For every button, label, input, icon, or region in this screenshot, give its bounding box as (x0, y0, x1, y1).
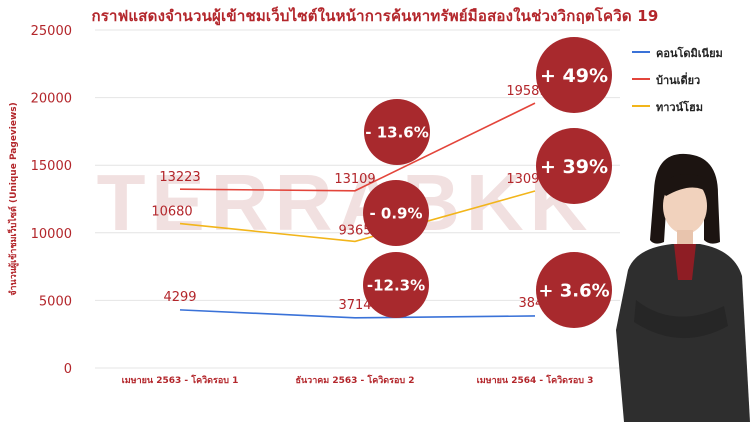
legend-label-condo: คอนโดมิเนียม (656, 47, 723, 60)
presenter-arms (634, 300, 728, 339)
change-badge-label: -12.3% (367, 276, 425, 294)
data-label: 9365 (338, 223, 371, 238)
chart-title: กราฟแสดงจำนวนผู้เข้าชมเว็บไซต์ในหน้าการค… (91, 7, 659, 25)
change-badge-label: + 3.6% (538, 280, 609, 301)
data-label: 19589 (506, 84, 547, 99)
y-tick-label: 0 (64, 362, 72, 377)
x-tick-label: เมษายน 2563 - โควิดรอบ 1 (122, 374, 239, 386)
y-tick-label: 20000 (31, 92, 72, 107)
change-badge-label: + 49% (540, 65, 608, 87)
presenter-fringe (660, 174, 711, 196)
presenter-neck (677, 230, 693, 248)
change-badge-label: - 0.9% (369, 204, 422, 222)
legend-label-house: บ้านเดี่ยว (656, 74, 701, 87)
legend-swatch-house (632, 78, 650, 80)
change-badge (536, 252, 612, 328)
change-badge (364, 99, 430, 165)
y-tick-label: 5000 (39, 294, 72, 309)
presenter-blouse (674, 244, 696, 280)
change-badge-label: + 39% (540, 156, 608, 178)
change-badge (363, 252, 429, 318)
y-tick-label: 10000 (31, 227, 72, 242)
data-label: 13109 (334, 172, 375, 187)
watermark-text: TERRABKK (97, 158, 594, 247)
presenter-face (663, 178, 707, 234)
legend-swatch-condo (632, 51, 650, 53)
x-tick-label: ธันวาคม 2563 - โควิดรอบ 2 (296, 374, 415, 386)
change-badge (536, 128, 612, 204)
x-tick-label: เมษายน 2564 - โควิดรอบ 3 (477, 374, 594, 386)
legend-swatch-townhome (632, 105, 650, 107)
data-label: 13223 (159, 170, 200, 185)
data-label: 10680 (151, 205, 192, 220)
data-label: 4299 (163, 290, 196, 305)
presenter-photo (616, 153, 750, 422)
legend-label-townhome: ทาวน์โฮม (656, 101, 703, 114)
y-tick-label: 15000 (31, 159, 72, 174)
y-axis-label: จำนวนผู้เข้าชมเว็บไซต์ (Unique Pageviews… (9, 102, 19, 296)
change-badge (363, 180, 429, 246)
y-tick-label: 25000 (31, 24, 72, 39)
series-line-1 (179, 102, 536, 192)
change-badge-label: - 13.6% (365, 123, 429, 141)
change-badge (536, 37, 612, 113)
series-line-0 (179, 309, 536, 319)
data-label: 3714 (338, 298, 371, 313)
series-line-2 (179, 190, 536, 243)
